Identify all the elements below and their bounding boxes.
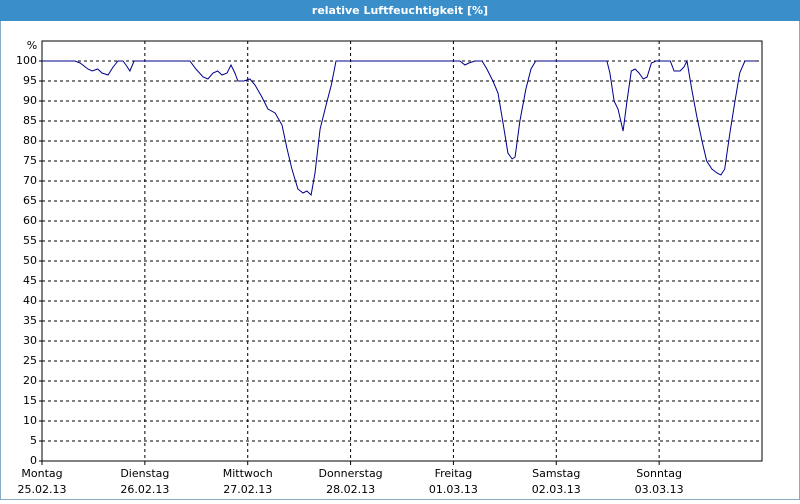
y-tick-label: 30	[23, 334, 37, 347]
y-unit: %	[27, 39, 37, 52]
x-tick-label: Mittwoch	[223, 467, 273, 480]
y-tick-label: 75	[23, 154, 37, 167]
x-tick-date: 26.02.13	[120, 483, 169, 496]
x-tick-date: 03.03.13	[635, 483, 684, 496]
y-tick-label: 15	[23, 394, 37, 407]
y-tick-label: 85	[23, 114, 37, 127]
y-tick-label: 40	[23, 294, 37, 307]
x-tick-label: Montag	[21, 467, 62, 480]
x-tick-date: 28.02.13	[326, 483, 375, 496]
y-tick-label: 5	[30, 434, 37, 447]
plot-frame	[41, 40, 763, 462]
y-tick-label: 80	[23, 134, 37, 147]
y-tick-label: 90	[23, 94, 37, 107]
x-tick-label: Sonntag	[636, 467, 682, 480]
y-tick-label: 50	[23, 254, 37, 267]
x-tick-date: 02.03.13	[532, 483, 581, 496]
x-tick-date: 25.02.13	[18, 483, 67, 496]
y-tick-label: 35	[23, 314, 37, 327]
y-tick-label: 70	[23, 174, 37, 187]
y-tick-label: 10	[23, 414, 37, 427]
y-tick-label: 55	[23, 234, 37, 247]
x-tick-label: Samstag	[532, 467, 580, 480]
y-tick-label: 20	[23, 374, 37, 387]
x-tick-date: 01.03.13	[429, 483, 478, 496]
y-tick-label: 25	[23, 354, 37, 367]
x-tick-label: Freitag	[435, 467, 473, 480]
y-tick-label: 0	[30, 454, 37, 467]
data-line	[42, 59, 756, 197]
x-tick-label: Donnerstag	[318, 467, 382, 480]
y-tick-label: 95	[23, 74, 37, 87]
title-bar	[0, 0, 800, 21]
y-tick-label: 45	[23, 274, 37, 287]
y-tick-label: 60	[23, 214, 37, 227]
x-tick-date: 27.02.13	[223, 483, 272, 496]
x-tick-label: Dienstag	[120, 467, 169, 480]
window-title: relative Luftfeuchtigkeit [%]	[312, 4, 488, 17]
y-tick-label: 100	[16, 54, 37, 67]
y-tick-label: 65	[23, 194, 37, 207]
